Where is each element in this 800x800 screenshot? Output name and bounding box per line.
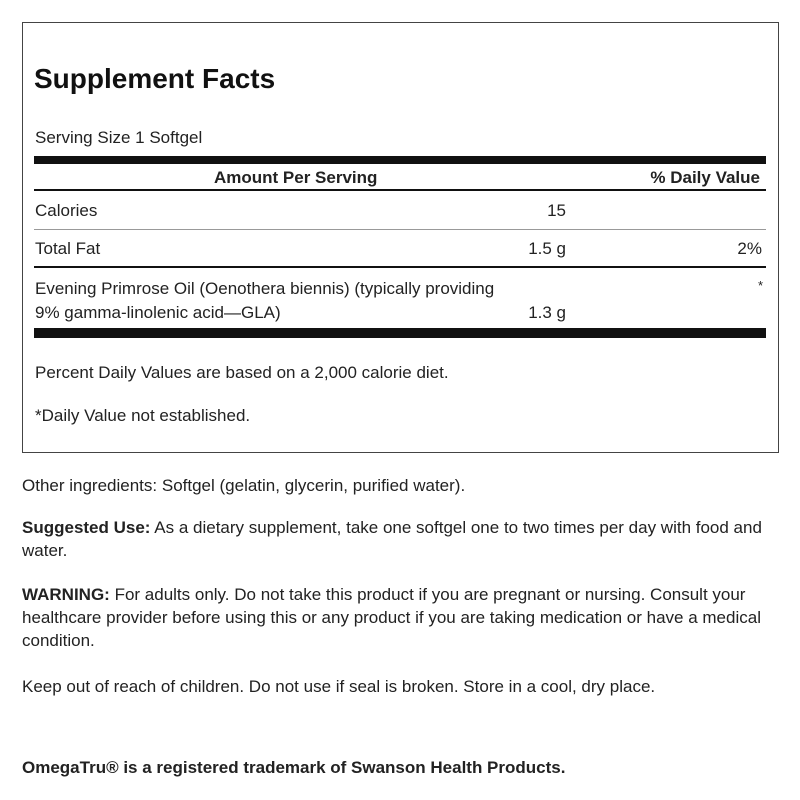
- other-ingredients: Other ingredients: Softgel (gelatin, gly…: [22, 476, 466, 495]
- storage: Keep out of reach of children. Do not us…: [22, 677, 656, 696]
- text: For adults only. Do not take this produc…: [22, 585, 761, 650]
- row-name: Evening Primrose Oil (Oenothera biennis)…: [35, 279, 495, 298]
- label: Suggested Use:: [22, 518, 151, 537]
- row-amount: 1.3 g: [528, 303, 566, 322]
- suggested-use: Suggested Use: As a dietary supplement, …: [22, 516, 782, 562]
- row-amount: 15: [547, 201, 566, 220]
- amount-header: Amount Per Serving: [214, 168, 378, 187]
- warning: WARNING: For adults only. Do not take th…: [22, 583, 762, 652]
- footnote: Percent Daily Values are based on a 2,00…: [35, 363, 449, 382]
- label: WARNING:: [22, 585, 110, 604]
- rule: [34, 229, 766, 230]
- text: As a dietary supplement, take one softge…: [22, 518, 762, 560]
- row-dv: *: [757, 278, 763, 293]
- facts-title: Supplement Facts: [34, 63, 276, 94]
- dv-header: % Daily Value: [650, 168, 760, 187]
- thick-rule: [34, 156, 766, 164]
- row-name: Calories: [35, 201, 98, 220]
- row-name: Total Fat: [35, 239, 101, 258]
- facts-box: [22, 22, 779, 453]
- footnote: *Daily Value not established.: [35, 406, 251, 425]
- row-dv: 2%: [737, 239, 762, 258]
- thick-rule: [34, 328, 766, 338]
- row-name: 9% gamma-linolenic acid—GLA): [35, 303, 281, 322]
- rule: [34, 266, 766, 268]
- rule: [34, 189, 766, 191]
- trademark: OmegaTru® is a registered trademark of S…: [22, 758, 566, 777]
- row-amount: 1.5 g: [528, 239, 566, 258]
- serving-size: Serving Size 1 Softgel: [35, 128, 203, 147]
